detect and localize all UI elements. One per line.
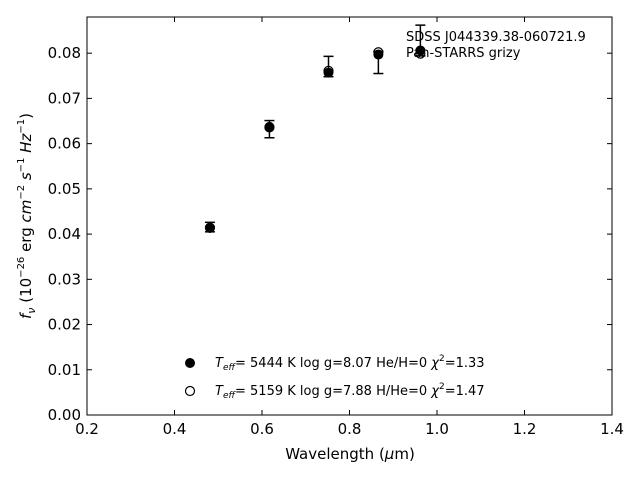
x-axis-label: Wavelength (μm) [285, 445, 415, 463]
y-tick-label: 0.02 [48, 316, 81, 334]
x-axis-ticks: 0.2 0.4 0.6 0.8 1.0 1.2 1.4 [75, 17, 624, 438]
open-point [204, 222, 216, 233]
legend-label-open: Teff= 5159 K log g=7.88 H/He=0 χ2=1.47 [215, 382, 485, 401]
legend-marker-filled [185, 358, 195, 368]
filled-point [415, 45, 426, 56]
open-point [323, 65, 334, 76]
y-tick-label: 0.07 [48, 89, 81, 107]
observed-errorbars [204, 24, 426, 233]
open-point [373, 47, 384, 58]
open-point [264, 122, 275, 133]
x-tick-label: 0.8 [338, 420, 362, 438]
open-point [415, 48, 426, 59]
model-open-markers [204, 47, 426, 233]
y-tick-label: 0.00 [48, 406, 81, 424]
y-tick-label: 0.03 [48, 270, 81, 288]
model-filled-markers [204, 45, 426, 233]
y-axis-label: fν (10−26 erg cm−2 s−1 Hz−1) [16, 113, 38, 319]
y-tick-label: 0.06 [48, 135, 81, 153]
y-tick-label: 0.01 [48, 361, 81, 379]
annotation-object: SDSS J044339.38-060721.9 [406, 30, 586, 45]
x-tick-label: 1.4 [600, 420, 624, 438]
y-tick-label: 0.04 [48, 225, 81, 243]
y-tick-label: 0.08 [48, 44, 81, 62]
y-axis-ticks: 0.00 0.01 0.02 0.03 0.04 0.05 0.06 0.07 0.08 [48, 44, 612, 424]
legend-marker-open [184, 385, 196, 397]
filled-point [373, 49, 384, 60]
x-tick-label: 0.4 [163, 420, 187, 438]
x-tick-label: 1.2 [513, 420, 537, 438]
legend: Teff= 5444 K log g=8.07 He/H=0 χ2=1.33 T… [184, 354, 485, 401]
x-tick-label: 1.0 [425, 420, 449, 438]
annotation-survey: Pan-STARRS grizy [406, 46, 521, 61]
x-tick-label: 0.2 [75, 420, 99, 438]
legend-label-filled: Teff= 5444 K log g=8.07 He/H=0 χ2=1.33 [215, 354, 485, 373]
x-tick-label: 0.6 [250, 420, 274, 438]
y-tick-label: 0.05 [48, 180, 81, 198]
